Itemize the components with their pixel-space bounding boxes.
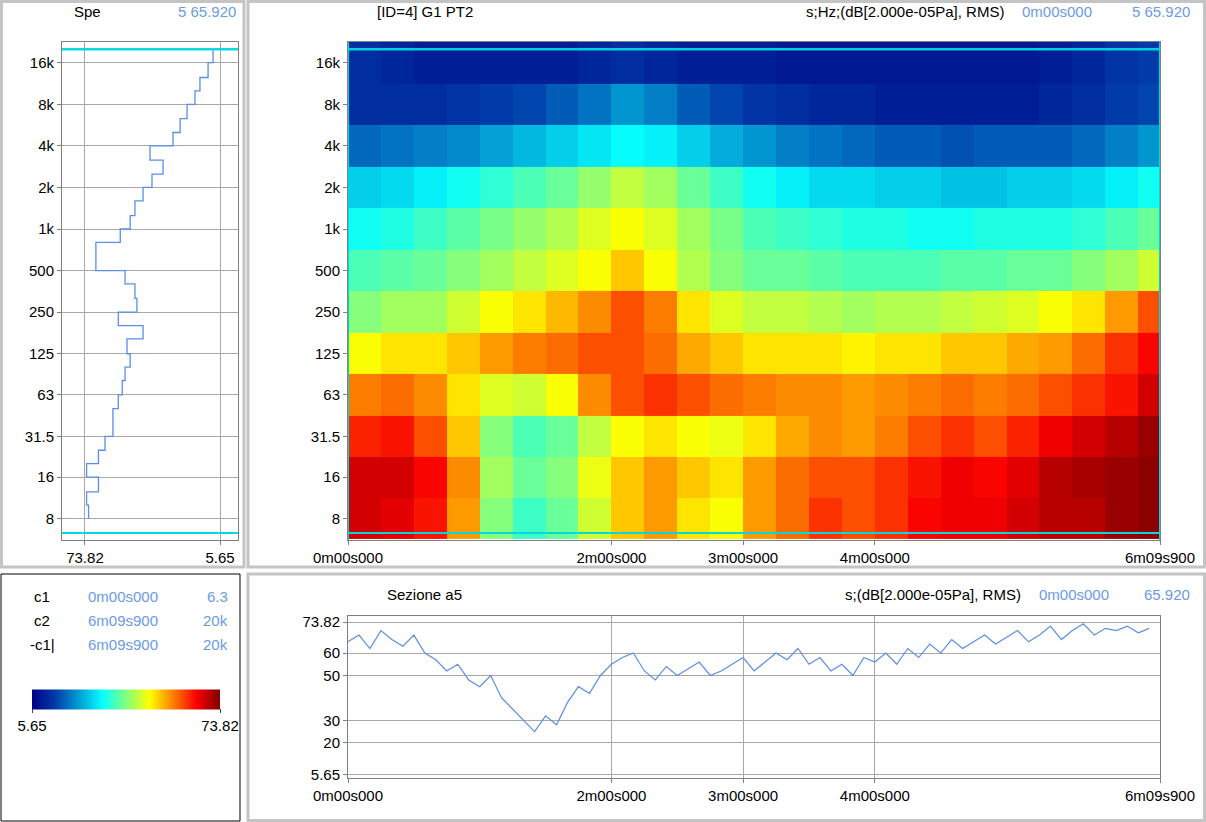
svg-text:[ID=4] G1 PT2: [ID=4] G1 PT2 [377,3,473,20]
svg-text:5 65.920: 5 65.920 [178,3,236,20]
svg-text:16k: 16k [316,54,341,71]
svg-text:16k: 16k [30,54,55,71]
svg-text:250: 250 [315,303,340,320]
svg-text:6m09s900: 6m09s900 [1125,787,1195,804]
svg-text:4k: 4k [38,137,54,154]
svg-text:20k: 20k [203,612,228,629]
svg-text:20k: 20k [203,636,228,653]
svg-text:c1: c1 [34,588,50,605]
svg-text:125: 125 [315,345,340,362]
svg-text:5.65: 5.65 [311,766,340,783]
svg-text:4m00s000: 4m00s000 [840,787,910,804]
svg-text:6.3: 6.3 [207,588,228,605]
svg-text:c2: c2 [34,612,50,629]
svg-text:30: 30 [323,712,340,729]
svg-text:63: 63 [37,386,54,403]
svg-text:63: 63 [323,386,340,403]
svg-text:5 65.920: 5 65.920 [1132,3,1190,20]
svg-text:1k: 1k [38,220,54,237]
svg-text:Sezione a5: Sezione a5 [387,586,462,603]
svg-text:65.920: 65.920 [1144,586,1190,603]
svg-text:2m00s000: 2m00s000 [576,787,646,804]
svg-text:2m00s000: 2m00s000 [576,549,646,566]
svg-text:50: 50 [323,667,340,684]
svg-text:31.5: 31.5 [311,428,340,445]
svg-text:73.82: 73.82 [201,717,239,734]
svg-text:16: 16 [323,468,340,485]
svg-text:8k: 8k [38,96,54,113]
svg-text:16: 16 [37,468,54,485]
svg-text:-c1|: -c1| [30,636,55,653]
svg-text:4m00s000: 4m00s000 [840,549,910,566]
svg-text:s;(dB[2.000e-05Pa], RMS): s;(dB[2.000e-05Pa], RMS) [845,586,1021,603]
svg-text:8: 8 [46,510,54,527]
svg-text:8k: 8k [324,96,340,113]
svg-text:2k: 2k [38,179,54,196]
svg-text:60: 60 [323,644,340,661]
svg-text:0m00s000: 0m00s000 [313,549,383,566]
svg-text:20: 20 [323,734,340,751]
svg-text:1k: 1k [324,220,340,237]
svg-text:125: 125 [29,345,54,362]
svg-text:73.82: 73.82 [66,549,104,566]
svg-text:73.82: 73.82 [302,613,340,630]
svg-text:2k: 2k [324,179,340,196]
svg-text:0m00s000: 0m00s000 [313,787,383,804]
svg-text:s;Hz;(dB[2.000e-05Pa], RMS): s;Hz;(dB[2.000e-05Pa], RMS) [806,3,1004,20]
svg-text:4k: 4k [324,137,340,154]
svg-text:6m09s900: 6m09s900 [88,612,158,629]
svg-text:500: 500 [29,262,54,279]
svg-text:31.5: 31.5 [25,428,54,445]
svg-text:3m00s000: 3m00s000 [708,549,778,566]
svg-text:8: 8 [332,510,340,527]
svg-text:6m09s900: 6m09s900 [1125,549,1195,566]
svg-text:3m00s000: 3m00s000 [708,787,778,804]
svg-text:500: 500 [315,262,340,279]
svg-text:5.65: 5.65 [17,717,46,734]
svg-text:Spe: Spe [74,3,101,20]
svg-text:0m00s000: 0m00s000 [88,588,158,605]
svg-text:0m00s000: 0m00s000 [1039,586,1109,603]
svg-text:250: 250 [29,303,54,320]
svg-text:0m00s000: 0m00s000 [1022,3,1092,20]
svg-text:6m09s900: 6m09s900 [88,636,158,653]
svg-text:5.65: 5.65 [205,549,234,566]
